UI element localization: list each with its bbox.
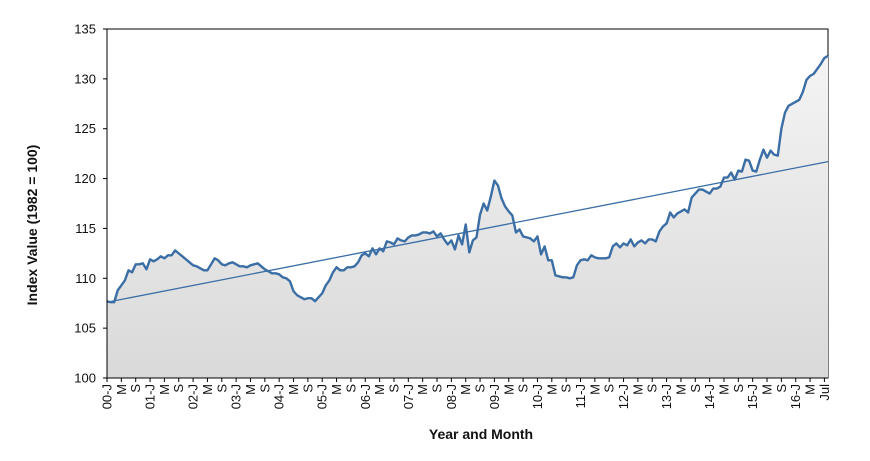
- x-tick-label: S: [731, 384, 746, 393]
- x-tick-label: M: [673, 384, 688, 395]
- x-tick-label: S: [214, 384, 229, 393]
- y-tick-label: 105: [74, 321, 96, 336]
- x-tick-label: 16-J: [788, 384, 803, 409]
- x-tick-label: S: [128, 384, 143, 393]
- x-tick-label: 08-J: [444, 384, 459, 409]
- y-tick-label: 120: [74, 171, 96, 186]
- x-tick-labels: 00-J M S 01-J M S 02-J M S 03-J M S 04-J M S 05-J M S 06-J…: [100, 384, 832, 410]
- x-tick-label: S: [300, 384, 315, 393]
- x-tick-label: 10-J: [530, 384, 545, 409]
- x-tick-label: S: [430, 384, 445, 393]
- x-tick-label: M: [243, 384, 258, 395]
- x-tick-label: 15-J: [745, 384, 760, 409]
- x-tick-label: 13-J: [659, 384, 674, 409]
- series-line: [106, 54, 829, 304]
- x-tick-label: 12-J: [616, 384, 631, 409]
- x-tick-label: M: [286, 384, 301, 395]
- y-axis-title: Index Value (1982 = 100): [24, 145, 40, 306]
- x-tick-label: M: [372, 384, 387, 395]
- x-tick-label: S: [645, 384, 660, 393]
- x-tick-label: S: [774, 384, 789, 393]
- x-tick-label: 14-J: [702, 384, 717, 409]
- x-tick-label: M: [760, 384, 775, 395]
- x-tick-label: 02-J: [186, 384, 201, 409]
- x-tick-label: S: [559, 384, 574, 393]
- x-tick-label: M: [587, 384, 602, 395]
- x-tick-label: 03-J: [229, 384, 244, 409]
- x-tick-label: S: [688, 384, 703, 393]
- x-tick-label: 06-J: [358, 384, 373, 409]
- x-tick-label: M: [716, 384, 731, 395]
- series-area: [107, 55, 828, 379]
- y-tick-label: 110: [75, 271, 96, 286]
- x-tick-label: M: [803, 384, 818, 395]
- x-tick-label: M: [200, 384, 215, 395]
- x-tick-label: S: [257, 384, 272, 393]
- x-tick-label: 07-J: [401, 384, 416, 409]
- axes: [103, 28, 828, 382]
- series-layer: [106, 54, 829, 304]
- area-fill: [107, 55, 828, 379]
- y-tick-label: 125: [74, 121, 96, 136]
- x-tick-label: M: [544, 384, 559, 395]
- x-tick-label: Jul: [817, 384, 832, 401]
- y-tick-label: 135: [74, 22, 96, 37]
- x-tick-label: M: [501, 384, 516, 395]
- x-tick-label: 04-J: [272, 384, 287, 409]
- x-tick-label: 00-J: [100, 384, 115, 409]
- y-tick-labels: 100 105 110 115 120 125 130 135: [74, 22, 96, 386]
- x-tick-label: M: [157, 384, 172, 395]
- x-tick-label: S: [602, 384, 617, 393]
- x-tick-label: M: [329, 384, 344, 395]
- y-tick-label: 115: [75, 221, 96, 236]
- x-axis-title: Year and Month: [429, 426, 533, 442]
- x-tick-label: M: [415, 384, 430, 395]
- x-tick-label: S: [516, 384, 531, 393]
- x-tick-label: 01-J: [143, 384, 158, 409]
- y-tick-label: 130: [74, 71, 96, 86]
- x-tick-label: S: [171, 384, 186, 393]
- x-tick-label: S: [473, 384, 488, 393]
- x-tick-label: M: [630, 384, 645, 395]
- x-tick-label: 05-J: [315, 384, 330, 409]
- x-tick-label: S: [386, 384, 401, 393]
- y-tick-label: 100: [74, 371, 96, 386]
- x-tick-label: S: [343, 384, 358, 393]
- x-tick-label: 09-J: [487, 384, 502, 409]
- x-tick-label: M: [458, 384, 473, 395]
- x-tick-label: 11-J: [573, 384, 588, 408]
- x-tick-label: M: [114, 384, 129, 395]
